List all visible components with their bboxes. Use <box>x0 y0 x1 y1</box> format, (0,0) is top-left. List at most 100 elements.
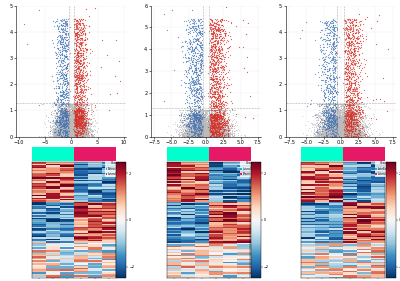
Point <box>350 31 357 35</box>
Point <box>219 124 225 128</box>
Point <box>72 126 79 131</box>
Point <box>318 113 325 118</box>
Point <box>335 119 341 123</box>
Point <box>201 133 208 138</box>
Point <box>215 34 222 39</box>
Point <box>315 102 322 106</box>
Point <box>82 133 88 138</box>
Point <box>58 128 65 133</box>
Point <box>78 110 84 114</box>
Point <box>66 133 73 137</box>
Point <box>330 109 336 113</box>
Point <box>212 109 218 113</box>
Point <box>65 123 71 128</box>
Point <box>339 130 345 135</box>
Point <box>204 129 210 134</box>
Point <box>71 117 78 122</box>
Point <box>207 114 213 119</box>
Point <box>216 126 222 131</box>
Point <box>70 127 76 131</box>
Point <box>72 78 78 83</box>
Point <box>210 125 216 130</box>
Point <box>371 114 377 118</box>
Point <box>61 131 67 136</box>
Point <box>56 30 63 34</box>
Point <box>60 122 66 126</box>
Point <box>82 127 88 131</box>
Point <box>61 134 67 139</box>
Point <box>340 133 346 137</box>
Point <box>214 132 220 137</box>
Point <box>78 48 84 52</box>
Point <box>210 127 216 132</box>
Point <box>343 109 350 114</box>
Point <box>62 127 69 132</box>
Point <box>78 125 85 130</box>
Point <box>198 133 205 137</box>
Point <box>322 133 329 138</box>
Point <box>344 124 350 129</box>
Point <box>345 121 352 126</box>
Point <box>77 130 83 135</box>
Point <box>201 133 207 138</box>
Point <box>85 132 91 137</box>
Point <box>333 134 340 139</box>
Point <box>326 133 333 138</box>
Point <box>206 54 213 59</box>
Point <box>56 134 63 139</box>
Point <box>66 35 72 39</box>
Point <box>211 127 217 131</box>
Point <box>60 123 66 128</box>
Point <box>64 130 70 135</box>
Point <box>63 130 69 134</box>
Point <box>80 110 86 114</box>
Point <box>78 134 84 138</box>
Point <box>330 70 336 75</box>
Point <box>78 122 84 126</box>
Point <box>73 130 79 135</box>
Point <box>352 85 359 90</box>
Point <box>343 131 349 136</box>
Point <box>60 131 66 136</box>
Point <box>214 104 220 109</box>
Point <box>343 129 350 133</box>
Point <box>192 116 198 120</box>
Point <box>334 134 341 139</box>
Point <box>60 22 66 27</box>
Point <box>195 131 201 135</box>
Point <box>198 125 204 130</box>
Point <box>337 124 343 128</box>
Point <box>351 49 357 53</box>
Point <box>74 133 80 137</box>
Point <box>346 131 353 135</box>
Point <box>346 128 353 132</box>
Point <box>195 121 202 126</box>
Point <box>218 131 224 135</box>
Point <box>62 128 69 132</box>
Point <box>202 117 208 122</box>
Point <box>355 134 362 139</box>
Point <box>346 132 353 137</box>
Point <box>201 132 208 137</box>
Point <box>345 106 352 111</box>
Point <box>64 132 70 136</box>
Point <box>65 130 72 135</box>
Point <box>74 120 80 124</box>
Point <box>215 125 221 130</box>
Point <box>69 122 75 127</box>
Point <box>344 57 351 62</box>
Point <box>193 125 199 130</box>
Point <box>207 17 214 21</box>
Point <box>70 132 77 136</box>
Point <box>175 35 182 39</box>
Point <box>195 60 202 65</box>
Point <box>352 122 359 126</box>
Point <box>328 125 334 130</box>
Point <box>187 121 194 126</box>
Point <box>353 122 360 126</box>
Point <box>334 127 340 131</box>
Point <box>206 127 213 132</box>
Point <box>53 119 60 123</box>
Point <box>197 85 204 89</box>
Point <box>214 107 220 112</box>
